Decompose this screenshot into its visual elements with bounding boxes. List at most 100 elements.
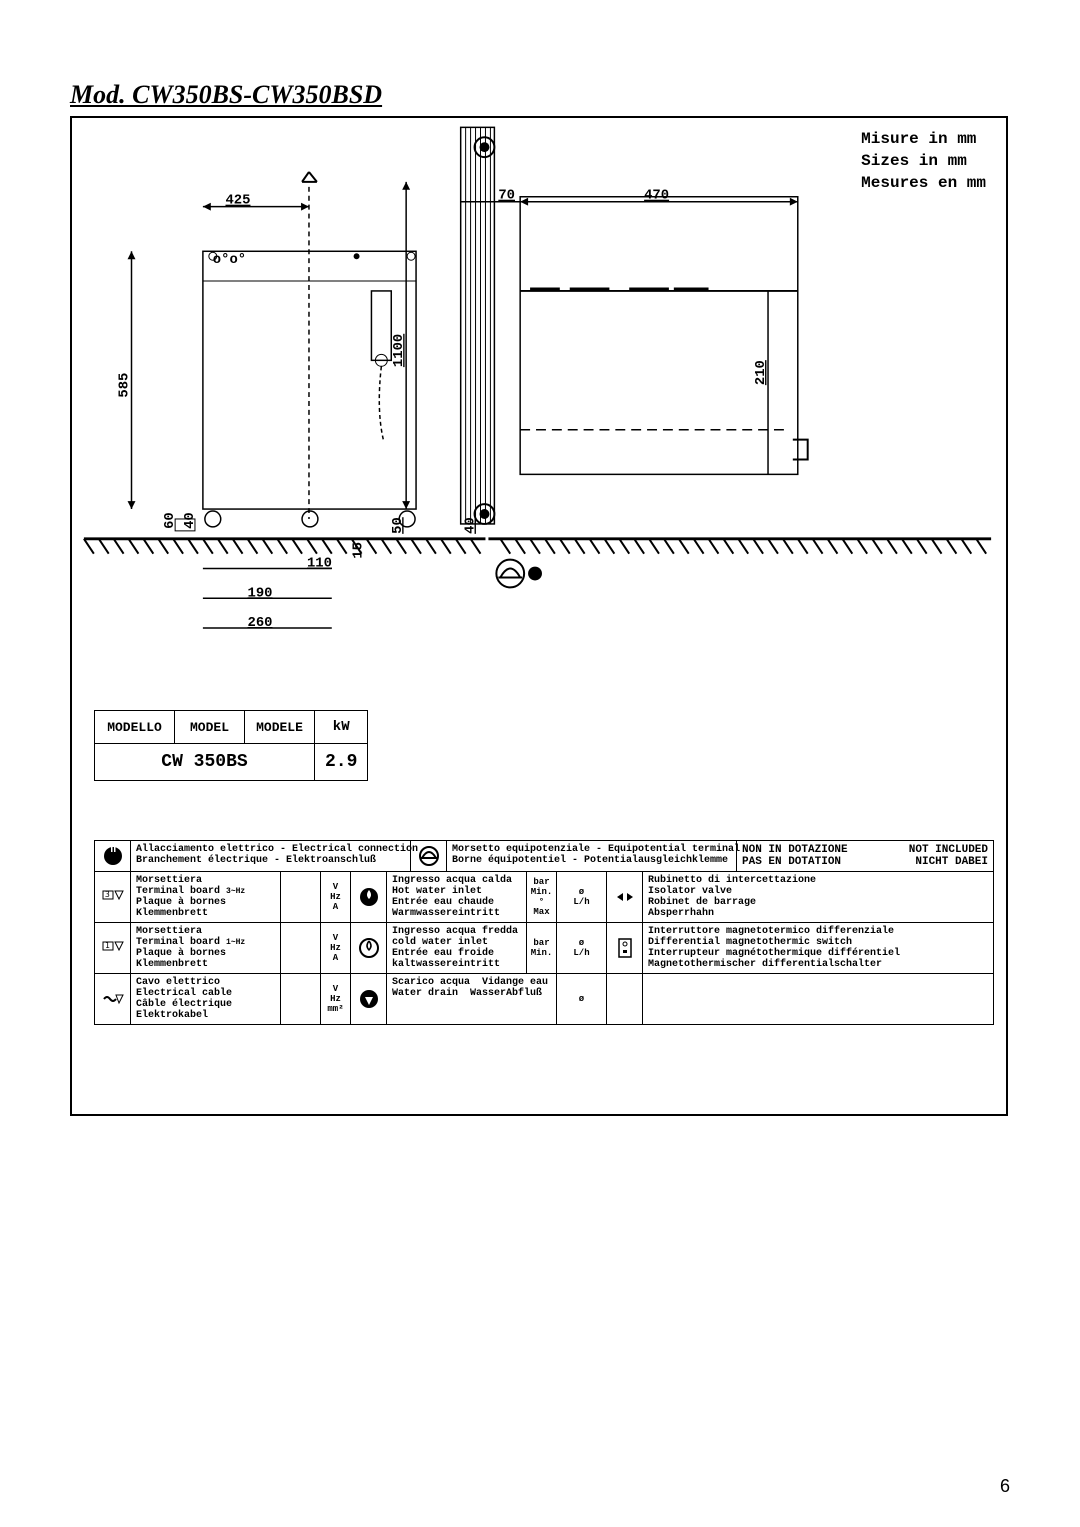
svg-text:260: 260 — [248, 615, 273, 631]
not-incl-de: NICHT DABEI — [915, 856, 988, 868]
r1-r1: Isolator valve — [648, 886, 732, 897]
drain-icon — [351, 974, 387, 1024]
r1-r3: Absperrhahn — [648, 908, 714, 919]
r1-u1: V — [333, 882, 338, 892]
svg-text:3: 3 — [105, 890, 110, 899]
svg-text:70: 70 — [498, 188, 515, 204]
terminal3-icon: 3 — [95, 872, 131, 922]
model-name: CW 350BS — [95, 744, 315, 781]
terminal1-icon: 1 — [95, 923, 131, 973]
r3-m1: Vidange eau — [482, 977, 548, 988]
not-incl-it: NON IN DOTAZIONE — [742, 844, 848, 856]
r2-m3: kaltwassereintritt — [392, 959, 500, 970]
r2-m0: Ingresso acqua fredda — [392, 926, 518, 937]
r2-mu2: Min. — [531, 948, 553, 958]
equipotential-icon — [411, 841, 447, 871]
hdr-model: MODEL — [175, 711, 245, 744]
r1-m1: Hot water inlet — [392, 886, 482, 897]
r1-n1: ø — [579, 887, 584, 897]
r2-r3: Magnetothermischer differentialschalter — [648, 959, 882, 970]
r1-m2: Entrée eau chaude — [392, 897, 494, 908]
r3-l0: Cavo elettrico — [136, 977, 220, 988]
units-label: Misure in mm Sizes in mm Mesures en mm — [861, 128, 986, 194]
r3-l3: Elektrokabel — [136, 1010, 208, 1021]
r1-l1: Terminal board — [136, 886, 220, 897]
svg-text:15: 15 — [351, 542, 367, 559]
r2-m1: cold water inlet — [392, 937, 488, 948]
r1-u3: A — [333, 902, 338, 912]
r1-mu4: Max — [533, 907, 549, 917]
hdr-kw: kW — [315, 711, 368, 744]
units-en: Sizes in mm — [861, 150, 986, 172]
r2-l3: Klemmenbrett — [136, 959, 208, 970]
svg-text:40: 40 — [182, 512, 198, 529]
units-fr: Mesures en mm — [861, 172, 986, 194]
r1-l3: Klemmenbrett — [136, 908, 208, 919]
svg-text:470: 470 — [644, 188, 669, 204]
r2-r2: Interrupteur magnétothermique différenti… — [648, 948, 900, 959]
svg-text:50: 50 — [390, 517, 406, 534]
r2-u2: Hz — [330, 943, 341, 953]
hdr-equi-b: Borne équipotentiel - Potentialausgleich… — [452, 855, 728, 866]
cable-icon — [95, 974, 131, 1024]
breaker-icon — [607, 923, 643, 973]
r2-phase: 1~Hz — [226, 938, 245, 947]
r3-u1: V — [333, 984, 338, 994]
r3-n1: ø — [579, 994, 584, 1004]
svg-text:110: 110 — [307, 556, 332, 572]
svg-text:o°o°: o°o° — [213, 252, 246, 268]
svg-text:190: 190 — [248, 585, 273, 601]
svg-text:1: 1 — [105, 941, 110, 950]
page-title: Mod. CW350BS-CW350BSD — [70, 80, 1010, 110]
r3-l1: Electrical cable — [136, 988, 232, 999]
model-table: MODELLO MODEL MODELE kW CW 350BS 2.9 — [94, 710, 368, 781]
page-number: 6 — [1000, 1476, 1010, 1497]
hdr-modele: MODELE — [245, 711, 315, 744]
kw-value: 2.9 — [315, 744, 368, 781]
not-incl-en: NOT INCLUDED — [909, 844, 988, 856]
units-it: Misure in mm — [861, 128, 986, 150]
r2-r1: Differential magnetothermic switch — [648, 937, 852, 948]
r1-mu2: Min. — [531, 887, 553, 897]
cold-water-icon — [351, 923, 387, 973]
r1-u2: Hz — [330, 892, 341, 902]
svg-text:210: 210 — [753, 360, 769, 385]
r2-n2: L/h — [573, 948, 589, 958]
svg-text:60: 60 — [162, 512, 178, 529]
valve-icon — [607, 872, 643, 922]
r2-mu1: bar — [533, 938, 549, 948]
r2-u1: V — [333, 933, 338, 943]
r2-l1: Terminal board — [136, 937, 220, 948]
hdr-equi-a: Morsetto equipotenziale - Equipotential … — [452, 844, 740, 855]
r3-u2: Hz — [330, 994, 341, 1004]
r1-l2: Plaque à bornes — [136, 897, 226, 908]
r3-m2: Water drain — [392, 988, 458, 999]
svg-text:425: 425 — [225, 193, 250, 209]
hdr-elec-a: Allacciamento elettrico - Electrical con… — [136, 844, 418, 855]
r1-mu1: bar — [533, 877, 549, 887]
drawing-frame: Misure in mm Sizes in mm Mesures en mm — [70, 116, 1008, 1116]
svg-text:585: 585 — [117, 373, 133, 398]
r1-phase: 3~Hz — [226, 887, 245, 896]
r2-u3: A — [333, 953, 338, 963]
hdr-elec-b: Branchement électrique - Elektroanschluß — [136, 855, 376, 866]
r3-l2: Câble électrique — [136, 999, 232, 1010]
svg-text:1100: 1100 — [391, 334, 407, 367]
r1-m0: Ingresso acqua calda — [392, 875, 512, 886]
not-incl-fr: PAS EN DOTATION — [742, 856, 841, 868]
r2-m2: Entrée eau froide — [392, 948, 494, 959]
r2-l0: Morsettiera — [136, 926, 202, 937]
r1-n2: L/h — [573, 897, 589, 907]
r2-n1: ø — [579, 938, 584, 948]
legend-table: Allacciamento elettrico - Electrical con… — [94, 840, 994, 1025]
hot-water-icon — [351, 872, 387, 922]
r1-r0: Rubinetto di intercettazione — [648, 875, 816, 886]
r1-mu3: ° — [539, 897, 544, 907]
r1-m3: Warmwassereintritt — [392, 908, 500, 919]
r3-m0: Scarico acqua — [392, 977, 470, 988]
r3-u3: mm² — [327, 1004, 343, 1014]
r1-r2: Robinet de barrage — [648, 897, 756, 908]
svg-text:40: 40 — [463, 517, 479, 534]
r2-l2: Plaque à bornes — [136, 948, 226, 959]
r1-l0: Morsettiera — [136, 875, 202, 886]
